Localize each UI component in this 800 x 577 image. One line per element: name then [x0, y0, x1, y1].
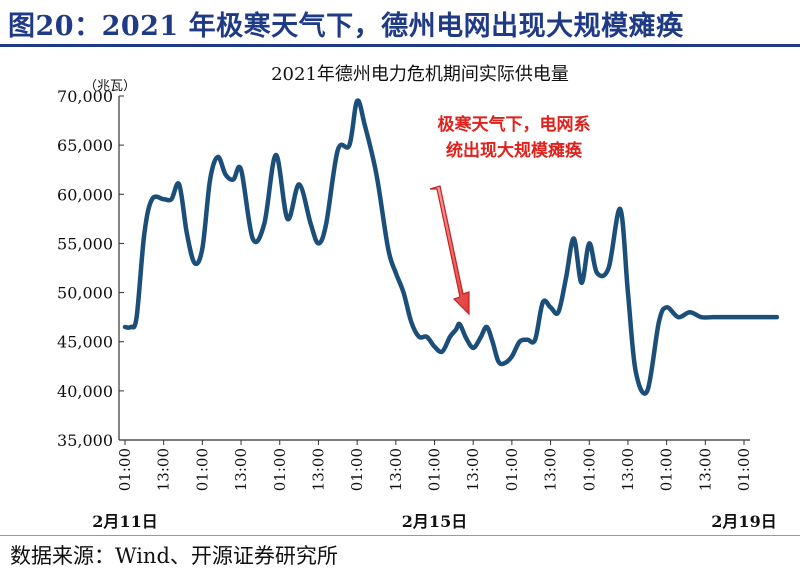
figure-source: 数据来源：Wind、开源证券研究所 — [10, 544, 338, 568]
y-tick-label: 50,000 — [57, 284, 113, 303]
y-tick-label: 35,000 — [57, 431, 113, 450]
annotation-arrow — [429, 185, 470, 316]
x-tick-label: 01:00 — [503, 448, 521, 491]
x-tick-label: 13:00 — [464, 448, 482, 491]
series-group — [122, 98, 780, 396]
x-tick-label: 13:00 — [619, 448, 637, 491]
chart-title: 2021年德州电力危机期间实际供电量 — [271, 64, 569, 85]
y-tick-label: 45,000 — [57, 333, 113, 352]
x-tick-label: 01:00 — [271, 448, 289, 491]
figure-title: 图20：2021 年极寒天气下，德州电网出现大规模瘫痪 — [8, 11, 684, 42]
line-chart: 2021年德州电力危机期间实际供电量 （兆瓦） 35,000 40,000 45,0… — [57, 64, 780, 531]
series-line — [122, 98, 780, 396]
y-tick-label: 60,000 — [57, 185, 113, 204]
y-tick-label: 70,000 — [57, 87, 113, 106]
x-tick-label: 01:00 — [580, 448, 598, 491]
annotation-text-line2: 统出现大规模瘫痪 — [446, 140, 583, 161]
date-label: 2月15日 — [402, 512, 467, 531]
y-ticks: 35,000 40,000 45,000 50,000 55,000 60,000 65,0… — [57, 87, 124, 450]
x-tick-label: 13:00 — [387, 448, 405, 491]
x-tick-label: 13:00 — [309, 448, 327, 491]
x-tick-label: 13:00 — [155, 448, 173, 491]
x-tick-label: 13:00 — [232, 448, 250, 491]
x-tick-label: 13:00 — [696, 448, 714, 491]
x-tick-label: 01:00 — [193, 448, 211, 491]
x-tick-label: 01:00 — [735, 448, 753, 491]
x-tick-label: 01:00 — [426, 448, 444, 491]
header-rule — [0, 44, 800, 47]
y-tick-label: 65,000 — [57, 136, 113, 155]
x-tick-label: 01:00 — [658, 448, 676, 491]
date-label: 2月11日 — [92, 512, 157, 531]
annotation-text-line1: 极寒天气下，电网系 — [438, 114, 591, 135]
figure-header: 图20：2021 年极寒天气下，德州电网出现大规模瘫痪 — [0, 0, 800, 47]
x-tick-label: 01:00 — [348, 448, 366, 491]
annotation: 极寒天气下，电网系 统出现大规模瘫痪 — [429, 114, 591, 316]
y-tick-label: 40,000 — [57, 382, 113, 401]
footer-rule — [0, 535, 800, 536]
x-tick-label: 13:00 — [542, 448, 560, 491]
x-ticks: 01:00 13:00 01:00 13:00 01:00 13:00 01:00 13:00… — [116, 440, 753, 491]
x-tick-label: 01:00 — [116, 448, 134, 491]
date-labels: 2月11日 2月15日 2月19日 — [92, 512, 776, 531]
date-label: 2月19日 — [711, 512, 776, 531]
y-tick-label: 55,000 — [57, 234, 113, 253]
y-axis-unit-label: （兆瓦） — [84, 79, 136, 94]
